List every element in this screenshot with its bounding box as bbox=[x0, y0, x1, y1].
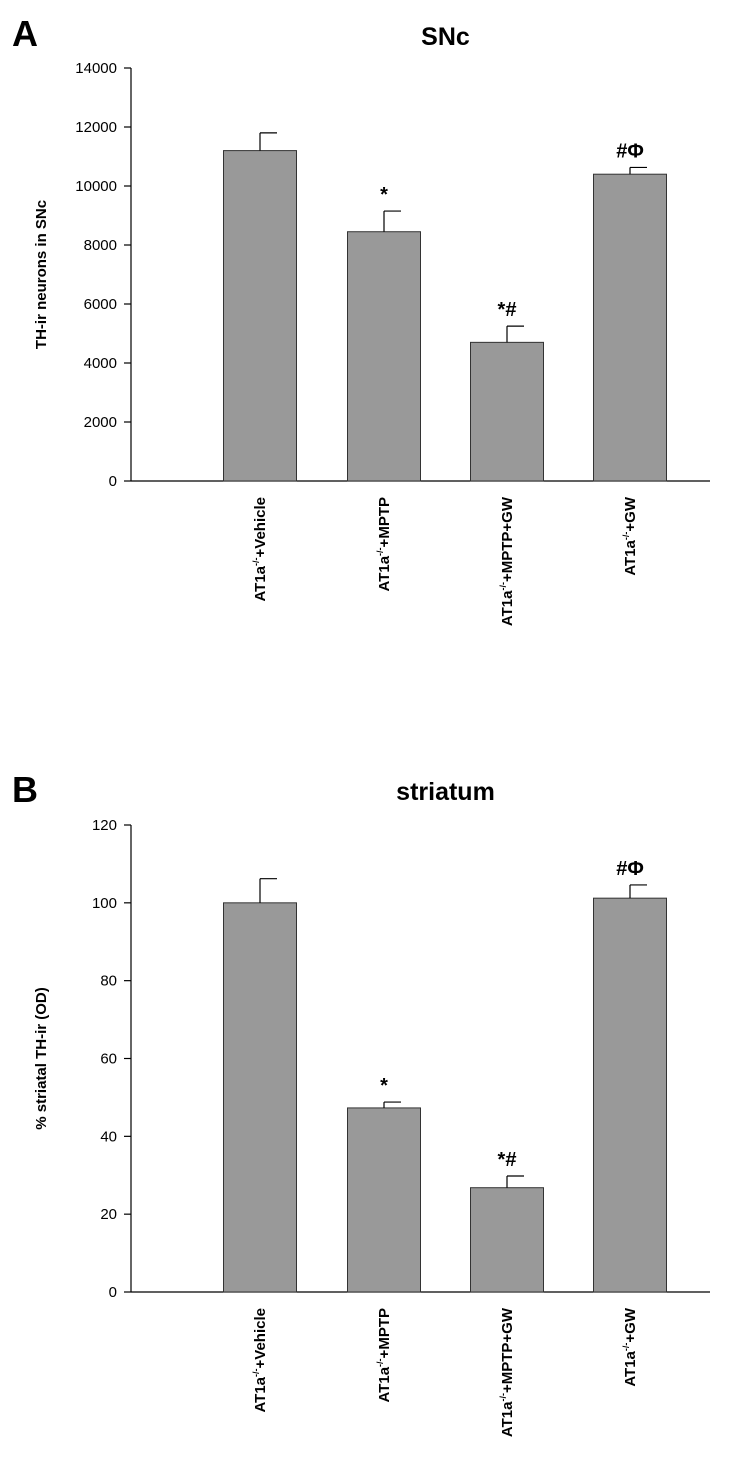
significance-label-4: #Φ bbox=[616, 858, 644, 880]
y-tick-label: 12000 bbox=[75, 119, 117, 136]
y-tick-label: 8000 bbox=[84, 237, 117, 254]
category-label-1: AT1a-/-+Vehicle bbox=[251, 497, 269, 602]
panel-letter: A bbox=[12, 13, 38, 54]
bar-2 bbox=[347, 231, 421, 482]
y-tick-label: 2000 bbox=[84, 414, 117, 431]
y-tick-label: 40 bbox=[100, 1128, 117, 1145]
bar-3 bbox=[470, 1187, 544, 1293]
category-label-4: AT1a-/-+GW bbox=[621, 1307, 639, 1387]
y-tick-label: 0 bbox=[109, 473, 117, 490]
y-tick-label: 120 bbox=[92, 817, 117, 834]
bar-1 bbox=[223, 902, 297, 1293]
category-label-2: AT1a-/-+MPTP bbox=[375, 497, 393, 592]
significance-label-4: #Φ bbox=[616, 140, 644, 162]
bar-4 bbox=[593, 173, 667, 482]
significance-label-3: *# bbox=[498, 1149, 517, 1171]
y-tick-label: 14000 bbox=[75, 60, 117, 77]
y-tick-label: 6000 bbox=[84, 296, 117, 313]
chart-panel-A: A SNc 0 2000 4000 6000 8000 10000 12000 14000 TH-i… bbox=[12, 13, 710, 626]
significance-label-2: * bbox=[380, 184, 388, 206]
category-label-2: AT1a-/-+MPTP bbox=[375, 1308, 393, 1403]
bar-3 bbox=[470, 341, 544, 482]
y-tick-label: 20 bbox=[100, 1206, 117, 1223]
y-axis-label: % striatal TH-ir (OD) bbox=[33, 987, 50, 1130]
significance-label-3: *# bbox=[498, 299, 517, 321]
significance-label-2: * bbox=[380, 1075, 388, 1097]
category-label-4: AT1a-/-+GW bbox=[621, 496, 639, 576]
panel-letter: B bbox=[12, 769, 38, 810]
category-label-1: AT1a-/-+Vehicle bbox=[251, 1308, 269, 1413]
chart-title: SNc bbox=[421, 23, 470, 51]
category-label-3: AT1a-/-+MPTP+GW bbox=[498, 1307, 516, 1437]
y-tick-label: 100 bbox=[92, 895, 117, 912]
bar-2 bbox=[347, 1107, 421, 1293]
y-tick-label: 10000 bbox=[75, 178, 117, 195]
y-tick-label: 60 bbox=[100, 1051, 117, 1068]
chart-title: striatum bbox=[396, 778, 495, 806]
category-label-3: AT1a-/-+MPTP+GW bbox=[498, 496, 516, 626]
bar-1 bbox=[223, 150, 297, 482]
y-tick-label: 80 bbox=[100, 973, 117, 990]
y-tick-label: 0 bbox=[109, 1284, 117, 1301]
y-axis-label: TH-ir neurons in SNc bbox=[33, 200, 50, 349]
y-tick-label: 4000 bbox=[84, 355, 117, 372]
bar-4 bbox=[593, 897, 667, 1293]
